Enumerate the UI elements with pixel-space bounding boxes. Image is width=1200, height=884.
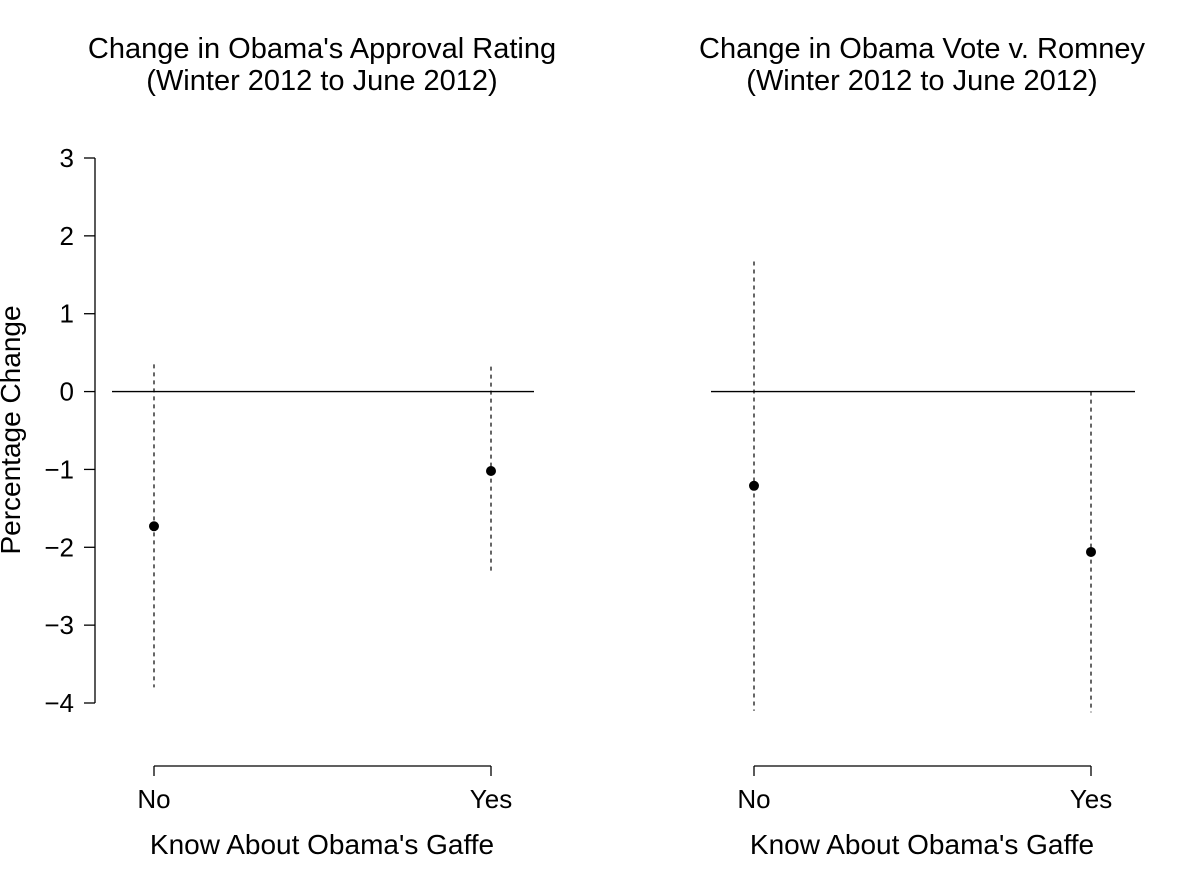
left-chart-title: Change in Obama's Approval Rating xyxy=(88,33,556,65)
left-y-tick-label: 2 xyxy=(60,221,74,251)
left-y-tick-label: −3 xyxy=(44,610,74,640)
right-x-axis: No Yes xyxy=(737,765,1112,814)
right-x-axis-label: Know About Obama's Gaffe xyxy=(750,829,1094,860)
left-point-yes xyxy=(486,465,496,476)
left-panel: Change in Obama's Approval Rating (Winte… xyxy=(0,33,556,860)
right-x-tick-yes: Yes xyxy=(1070,784,1112,814)
left-y-tick-label: 1 xyxy=(60,299,74,329)
right-chart-subtitle: (Winter 2012 to June 2012) xyxy=(746,65,1097,97)
left-x-axis-label: Know About Obama's Gaffe xyxy=(150,829,494,860)
left-y-tick-label: −4 xyxy=(44,688,74,718)
left-marks xyxy=(149,364,496,688)
left-chart-subtitle: (Winter 2012 to June 2012) xyxy=(146,65,497,97)
right-point-yes xyxy=(1086,546,1096,557)
left-x-axis: No Yes xyxy=(137,765,512,814)
left-y-tick-label: −2 xyxy=(44,532,74,562)
right-chart-title: Change in Obama Vote v. Romney xyxy=(699,33,1145,65)
right-marks xyxy=(749,261,1096,713)
left-y-axis: 3 2 1 0 −1 −2 −3 −4 xyxy=(44,143,96,718)
left-y-axis-label: Percentage Change xyxy=(0,305,26,554)
right-point-no xyxy=(749,480,759,491)
left-x-tick-yes: Yes xyxy=(470,784,512,814)
left-point-no xyxy=(149,521,159,532)
right-x-tick-no: No xyxy=(737,784,770,814)
left-y-tick-label: 3 xyxy=(60,143,74,173)
left-y-tick-label: −1 xyxy=(44,454,74,484)
right-panel: Change in Obama Vote v. Romney (Winter 2… xyxy=(699,33,1145,860)
left-x-tick-no: No xyxy=(137,784,170,814)
left-y-tick-label: 0 xyxy=(60,377,74,407)
